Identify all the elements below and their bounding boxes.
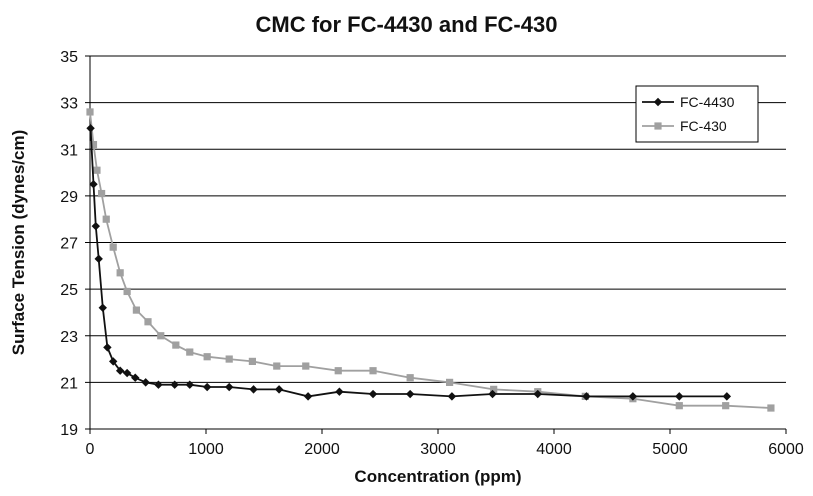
data-point-fc-430: [203, 353, 211, 361]
data-point-fc-4430: [86, 124, 95, 133]
series-line-fc-430: [89, 111, 771, 409]
data-point-fc-4430: [109, 357, 118, 366]
data-point-fc-4430: [628, 392, 638, 401]
legend-label-fc-4430: FC-4430: [680, 94, 735, 110]
y-tick-label: 33: [60, 96, 78, 113]
x-axis-title: Concentration (ppm): [354, 467, 521, 486]
data-point-fc-430: [93, 166, 101, 174]
data-point-fc-430: [273, 362, 281, 370]
data-point-fc-4430: [225, 382, 234, 392]
series-fc-4430: [86, 124, 732, 401]
data-point-fc-4430: [675, 392, 684, 401]
y-tick-label: 31: [60, 142, 78, 159]
x-tick-label: 0: [86, 441, 95, 458]
y-tick-label: 25: [60, 282, 78, 299]
data-point-fc-430: [109, 243, 117, 251]
data-point-fc-4430: [89, 180, 98, 189]
y-tick-label: 27: [60, 236, 78, 253]
data-point-fc-4430: [94, 254, 103, 264]
data-point-fc-430: [98, 189, 106, 198]
x-tick-label: 5000: [652, 441, 688, 458]
data-point-fc-4430: [249, 385, 258, 394]
data-point-fc-4430: [488, 389, 497, 399]
axes: 19 21 23 25 27 29 31 33 35 0 1000 2000 3000 4000 5000 6…: [60, 49, 804, 458]
x-tick-label: 1000: [188, 441, 224, 458]
data-point-fc-4430: [141, 378, 150, 387]
data-point-fc-430: [89, 140, 98, 149]
data-point-fc-4430: [447, 392, 457, 401]
data-point-fc-430: [132, 306, 140, 314]
series-fc-430: [86, 108, 775, 412]
data-point-fc-430: [144, 318, 152, 326]
data-point-fc-430: [157, 332, 165, 340]
legend: FC-4430 FC-430: [635, 85, 759, 143]
data-point-fc-4430: [405, 389, 415, 399]
data-point-fc-430: [172, 341, 180, 349]
y-tick-label: 19: [60, 422, 78, 439]
data-point-fc-430: [116, 269, 124, 277]
data-point-fc-4430: [91, 221, 100, 231]
data-point-fc-4430: [582, 392, 591, 401]
data-point-fc-4430: [274, 385, 284, 394]
chart-title: CMC for FC-4430 and FC-430: [255, 12, 558, 37]
data-point-fc-430: [225, 355, 233, 363]
y-tick-label: 35: [60, 49, 78, 66]
y-axis-title: Surface Tension (dynes/cm): [9, 130, 28, 355]
x-tick-label: 4000: [536, 441, 572, 458]
legend-box: [635, 85, 759, 143]
data-point-fc-4430: [122, 368, 132, 378]
x-tick-label: 2000: [304, 441, 340, 458]
data-point-fc-4430: [722, 392, 732, 401]
data-point-fc-430: [186, 348, 194, 356]
legend-marker-fc-4430: [653, 97, 663, 107]
data-point-fc-430: [722, 402, 730, 410]
y-tick-label: 23: [60, 329, 78, 346]
data-point-fc-430: [767, 404, 775, 412]
data-point-fc-4430: [115, 366, 125, 375]
data-point-fc-430: [86, 108, 94, 116]
data-point-fc-4430: [335, 387, 344, 396]
series-layer: [86, 108, 775, 412]
data-point-fc-430: [675, 402, 683, 410]
legend-label-fc-430: FC-430: [680, 118, 727, 134]
data-point-fc-4430: [202, 382, 212, 392]
data-point-fc-4430: [131, 373, 140, 382]
y-tick-label: 29: [60, 189, 78, 206]
data-point-fc-4430: [303, 392, 313, 401]
data-point-fc-430: [369, 367, 377, 375]
data-point-fc-430: [102, 215, 110, 223]
data-point-fc-4430: [98, 303, 107, 312]
data-point-fc-4430: [170, 380, 179, 389]
x-tick-label: 6000: [768, 441, 804, 458]
series-line-fc-4430: [89, 128, 727, 398]
data-point-fc-4430: [103, 343, 112, 352]
data-point-fc-4430: [154, 380, 163, 389]
data-point-fc-430: [446, 378, 454, 386]
data-point-fc-430: [490, 385, 498, 393]
x-tick-label: 3000: [420, 441, 456, 458]
data-point-fc-4430: [185, 380, 194, 389]
data-point-fc-430: [302, 362, 310, 370]
legend-marker-fc-430: [654, 122, 662, 130]
data-point-fc-4430: [368, 389, 378, 399]
data-point-fc-430: [334, 367, 342, 375]
y-tick-label: 21: [60, 375, 78, 392]
data-point-fc-4430: [533, 389, 542, 399]
data-point-fc-430: [406, 374, 414, 382]
data-point-fc-430: [248, 357, 256, 365]
data-point-fc-430: [123, 287, 131, 296]
